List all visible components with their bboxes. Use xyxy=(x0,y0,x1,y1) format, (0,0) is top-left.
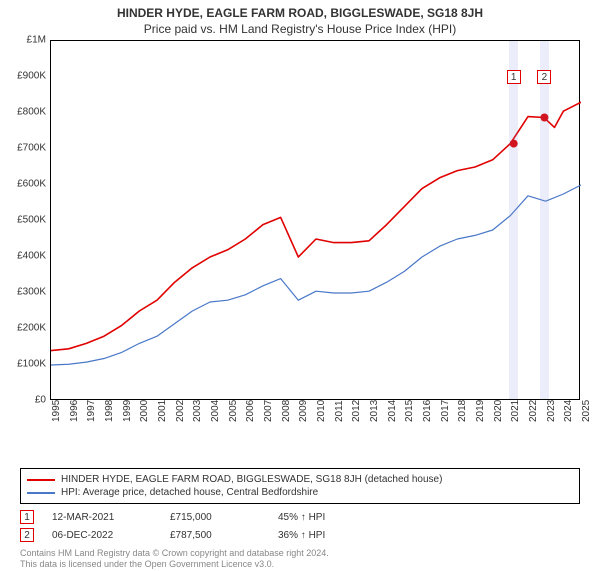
x-tick-label: 2025 xyxy=(581,400,592,422)
x-tick-label: 2023 xyxy=(546,400,557,422)
x-tick-label: 2019 xyxy=(475,400,486,422)
x-tick-label: 2012 xyxy=(351,400,362,422)
legend-row: HPI: Average price, detached house, Cent… xyxy=(27,486,573,499)
footer-attribution: Contains HM Land Registry data © Crown c… xyxy=(20,548,580,571)
price-chart: 1219951996199719981999200020012002200320… xyxy=(50,40,580,400)
sale-date: 12-MAR-2021 xyxy=(52,512,152,523)
x-tick-label: 2006 xyxy=(245,400,256,422)
x-tick-label: 2002 xyxy=(175,400,186,422)
table-row: 1 12-MAR-2021 £715,000 45% ↑ HPI xyxy=(20,508,580,526)
x-tick-label: 2003 xyxy=(192,400,203,422)
y-tick-label: £400K xyxy=(0,251,46,262)
x-tick-label: 2016 xyxy=(422,400,433,422)
x-tick-label: 1995 xyxy=(51,400,62,422)
x-tick-label: 2015 xyxy=(404,400,415,422)
y-tick-label: £1M xyxy=(0,35,46,46)
x-tick-label: 1999 xyxy=(122,400,133,422)
sale-price: £787,500 xyxy=(170,530,260,541)
legend-label: HPI: Average price, detached house, Cent… xyxy=(61,487,318,498)
y-tick-label: £0 xyxy=(0,395,46,406)
legend-swatch xyxy=(27,479,55,481)
sale-delta: 36% ↑ HPI xyxy=(278,530,368,541)
x-tick-label: 1997 xyxy=(86,400,97,422)
page-title: HINDER HYDE, EAGLE FARM ROAD, BIGGLESWAD… xyxy=(0,0,600,20)
x-tick-label: 2004 xyxy=(210,400,221,422)
y-tick-label: £900K xyxy=(0,71,46,82)
x-tick-label: 2020 xyxy=(493,400,504,422)
y-tick-label: £500K xyxy=(0,215,46,226)
x-tick-label: 2017 xyxy=(440,400,451,422)
sale-highlight-band xyxy=(540,41,549,399)
x-tick-label: 2021 xyxy=(510,400,521,422)
x-tick-label: 1998 xyxy=(104,400,115,422)
x-tick-label: 2024 xyxy=(563,400,574,422)
sale-highlight-band xyxy=(509,41,518,399)
sale-marker-badge: 1 xyxy=(507,70,521,84)
page-subtitle: Price paid vs. HM Land Registry's House … xyxy=(0,20,600,40)
x-tick-label: 2000 xyxy=(139,400,150,422)
table-row: 2 06-DEC-2022 £787,500 36% ↑ HPI xyxy=(20,526,580,544)
sale-marker-badge: 2 xyxy=(537,70,551,84)
x-tick-label: 2014 xyxy=(387,400,398,422)
y-tick-label: £300K xyxy=(0,287,46,298)
y-tick-label: £600K xyxy=(0,179,46,190)
sales-table: 1 12-MAR-2021 £715,000 45% ↑ HPI 2 06-DE… xyxy=(20,508,580,544)
sale-price: £715,000 xyxy=(170,512,260,523)
x-tick-label: 2007 xyxy=(263,400,274,422)
x-tick-label: 2005 xyxy=(228,400,239,422)
sale-marker-badge: 1 xyxy=(20,510,34,524)
chart-legend: HINDER HYDE, EAGLE FARM ROAD, BIGGLESWAD… xyxy=(20,468,580,504)
y-tick-label: £100K xyxy=(0,359,46,370)
chart-svg xyxy=(51,41,581,401)
x-tick-label: 2010 xyxy=(316,400,327,422)
legend-swatch xyxy=(27,492,55,494)
y-tick-label: £200K xyxy=(0,323,46,334)
x-tick-label: 2011 xyxy=(334,400,345,422)
sale-delta: 45% ↑ HPI xyxy=(278,512,368,523)
x-tick-label: 2008 xyxy=(281,400,292,422)
sale-date: 06-DEC-2022 xyxy=(52,530,152,541)
x-tick-label: 2022 xyxy=(528,400,539,422)
x-tick-label: 2009 xyxy=(298,400,309,422)
y-tick-label: £800K xyxy=(0,107,46,118)
x-tick-label: 1996 xyxy=(69,400,80,422)
x-tick-label: 2018 xyxy=(457,400,468,422)
x-tick-label: 2001 xyxy=(157,400,168,422)
sale-marker-badge: 2 xyxy=(20,528,34,542)
legend-label: HINDER HYDE, EAGLE FARM ROAD, BIGGLESWAD… xyxy=(61,474,442,485)
x-tick-label: 2013 xyxy=(369,400,380,422)
legend-row: HINDER HYDE, EAGLE FARM ROAD, BIGGLESWAD… xyxy=(27,473,573,486)
y-tick-label: £700K xyxy=(0,143,46,154)
footer-line: Contains HM Land Registry data © Crown c… xyxy=(20,548,580,559)
footer-line: This data is licensed under the Open Gov… xyxy=(20,559,580,570)
